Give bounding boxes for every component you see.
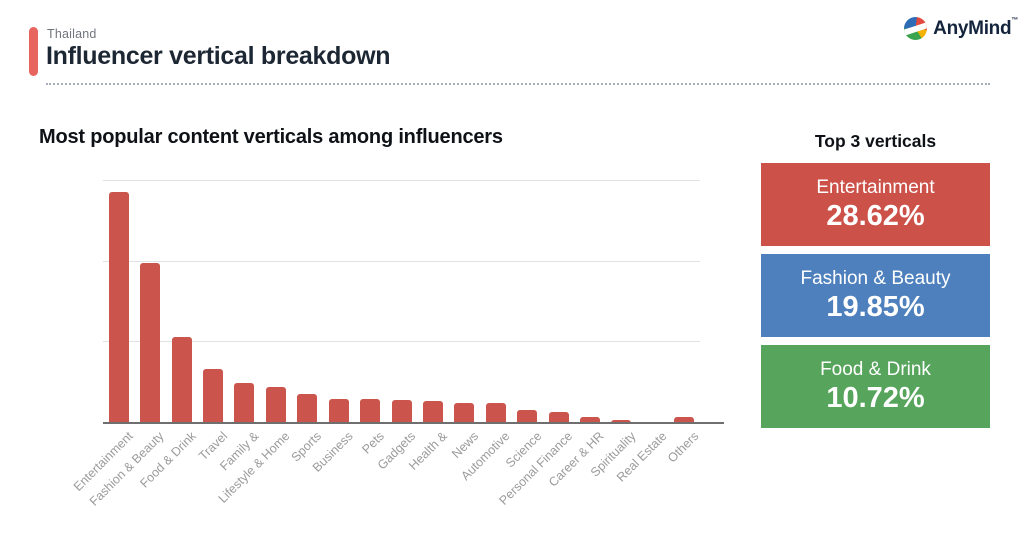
top3-card-value: 10.72% [826,381,925,414]
top3-card-fashion-beauty: Fashion & Beauty 19.85% [761,254,990,337]
bar-automotive [485,402,506,423]
title-accent-bar [29,27,38,76]
bar-slot-real-estate [637,181,668,423]
bar-slot-gadgets [386,181,417,423]
bar-slot-news [449,181,480,423]
bar-slot-fashion-beauty [134,181,165,423]
x-axis-tick-labels: Entertainment Fashion & Beauty Food & Drin… [71,429,702,515]
top3-panel: Top 3 verticals Entertainment 28.62% Fas… [761,131,990,436]
bar-lifestyle-home [265,386,286,423]
bar-slot-others [669,181,700,423]
bar-slot-spirituality [606,181,637,423]
bar-slot-food-drink [166,181,197,423]
bar-pets [360,398,381,423]
bar-slot-family [229,181,260,423]
top3-card-value: 28.62% [826,199,925,232]
bar-slot-entertainment [103,181,134,423]
chart-title: Most popular content verticals among inf… [39,126,503,148]
bar-series [103,181,700,423]
top3-card-label: Entertainment [816,176,935,198]
bar-news [454,402,475,423]
anymind-logo-icon [904,17,928,40]
bar-slot-lifestyle-home [260,181,291,423]
top3-card-food-drink: Food & Drink 10.72% [761,345,990,428]
top3-panel-title: Top 3 verticals [814,131,937,151]
top3-card-label: Fashion & Beauty [800,267,951,289]
bar-slot-pets [354,181,385,423]
page-title: Influencer vertical breakdown [46,42,391,70]
bar-others [674,417,695,423]
x-tick-label-pets: Pets [359,429,387,457]
bar-slot-business [323,181,354,423]
bar-business [328,398,349,423]
gridline-10-percent [103,341,700,343]
bar-entertainment [108,192,129,423]
x-tick-label-others: Others [664,429,702,466]
bar-food-drink [171,336,192,423]
bar-spirituality [611,419,632,423]
bar-personal-finance [548,411,569,423]
top3-card-label: Food & Drink [820,358,931,380]
bar-chart-plot-area [103,180,724,424]
bar-travel [202,368,223,423]
bar-gadgets [391,399,412,423]
gridline-20-percent [103,260,700,262]
country-label: Thailand [47,27,97,41]
bar-slot-personal-finance [543,181,574,423]
top3-card-value: 19.85% [826,290,925,323]
bar-slot-health [417,181,448,423]
bar-science [517,410,538,423]
anymind-logo: AnyMind™ [904,17,1018,40]
bar-sports [297,393,318,423]
bar-fashion-beauty [140,262,161,423]
bar-family [234,383,255,423]
bar-slot-automotive [480,181,511,423]
bar-slot-career-hr [574,181,605,423]
x-axis-line [103,422,724,424]
top3-card-entertainment: Entertainment 28.62% [761,163,990,246]
trademark-symbol: ™ [1011,16,1018,24]
bar-slot-sports [292,181,323,423]
header-divider [46,83,990,85]
bar-career-hr [580,417,601,423]
bar-slot-science [511,181,542,423]
anymind-logo-text: AnyMind™ [933,16,1018,39]
bar-health [422,401,443,423]
bar-slot-travel [197,181,228,423]
gridline-30-percent [103,180,700,181]
